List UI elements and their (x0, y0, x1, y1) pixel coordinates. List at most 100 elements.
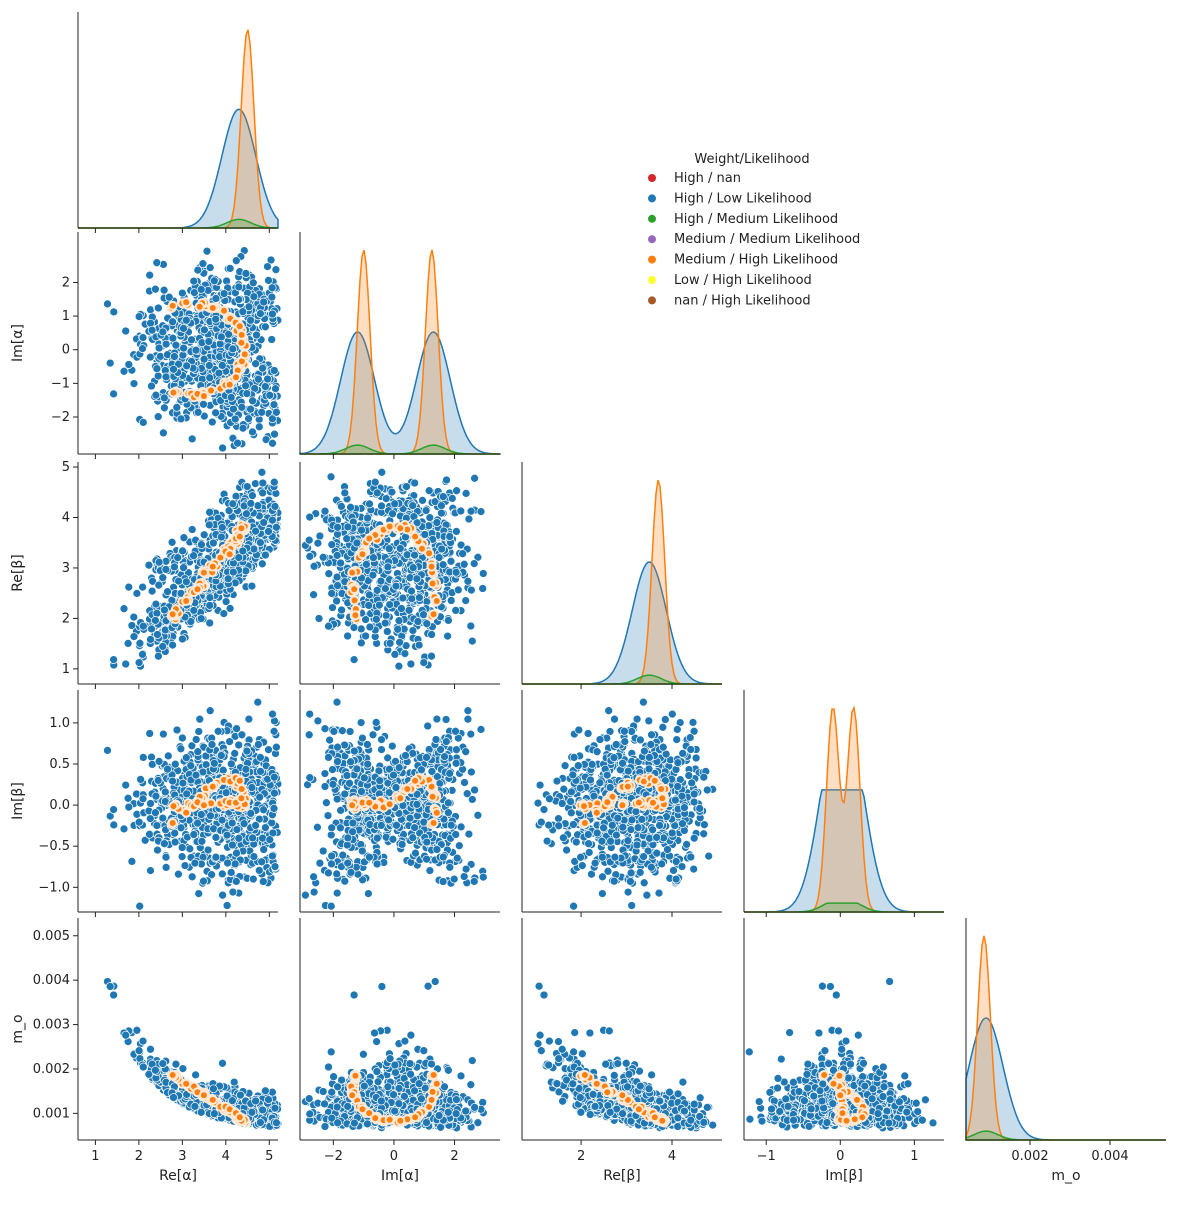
point-blue (394, 763, 404, 772)
point-blue (390, 650, 400, 659)
point-blue (179, 533, 189, 543)
point-blue (327, 823, 337, 833)
point-blue (267, 335, 277, 344)
point-blue (309, 561, 319, 571)
point-orange (168, 801, 179, 812)
point-orange (236, 784, 247, 794)
point-blue (189, 551, 198, 561)
point-blue (200, 325, 209, 335)
point-blue (464, 829, 474, 839)
point-blue (257, 467, 267, 477)
point-blue (181, 577, 191, 587)
point-blue (326, 472, 336, 482)
point-blue (225, 604, 235, 613)
point-blue (385, 600, 395, 609)
point-blue (418, 496, 427, 505)
point-blue (199, 530, 209, 540)
point-blue (167, 537, 177, 547)
point-blue (343, 833, 353, 843)
point-blue (370, 477, 380, 487)
point-blue (159, 393, 169, 403)
point-blue (248, 278, 258, 288)
point-blue (384, 815, 393, 825)
y-tick-label: −2 (51, 410, 70, 425)
point-blue (444, 808, 453, 818)
point-blue (181, 315, 191, 325)
point-blue (172, 725, 182, 735)
point-blue (158, 813, 168, 823)
point-blue (325, 735, 334, 745)
y-tick-label: 1.0 (49, 716, 70, 731)
point-blue (138, 582, 147, 592)
point-orange (194, 301, 205, 312)
point-blue (328, 779, 338, 789)
point-blue (453, 585, 463, 595)
point-blue (458, 549, 467, 559)
point-blue (451, 567, 461, 577)
point-blue (356, 624, 366, 634)
point-blue (336, 558, 345, 568)
point-blue (345, 727, 355, 736)
point-blue (256, 767, 265, 776)
point-blue (238, 423, 248, 433)
point-blue (171, 340, 181, 350)
point-blue (380, 618, 390, 628)
point-blue (159, 729, 168, 739)
point-blue (204, 520, 214, 530)
point-blue (196, 285, 206, 294)
point-blue (205, 601, 215, 610)
point-blue (383, 562, 393, 572)
point-blue (124, 360, 134, 369)
point-blue (226, 393, 236, 402)
point-blue (198, 259, 208, 269)
point-blue (441, 737, 451, 746)
point-blue (269, 726, 279, 736)
point-blue (323, 811, 333, 820)
point-blue (209, 758, 219, 768)
y-tick-label: 3 (62, 561, 70, 576)
point-orange (198, 567, 209, 578)
point-blue (151, 390, 161, 400)
point-blue (371, 718, 381, 727)
point-blue (109, 389, 118, 399)
point-blue (456, 822, 466, 832)
point-orange (198, 800, 209, 811)
point-blue (178, 546, 187, 556)
point-blue (446, 820, 456, 830)
point-blue (348, 818, 358, 828)
point-blue (400, 649, 410, 658)
y-tick-label: 4 (62, 511, 70, 526)
point-blue (219, 289, 229, 298)
point-blue (466, 506, 476, 516)
point-orange (231, 372, 241, 383)
point-blue (269, 477, 279, 487)
point-blue (159, 428, 168, 438)
point-blue (246, 499, 256, 508)
point-blue (161, 863, 171, 872)
point-blue (205, 263, 215, 272)
point-blue (461, 489, 471, 498)
point-blue (412, 574, 422, 584)
point-blue (153, 371, 163, 381)
y-tick-label: 2 (62, 611, 70, 626)
point-blue (257, 857, 267, 867)
point-blue (190, 858, 200, 868)
point-blue (237, 402, 247, 412)
point-blue (193, 747, 203, 757)
point-blue (372, 833, 382, 843)
point-blue (434, 553, 444, 562)
point-blue (422, 837, 432, 847)
point-blue (178, 733, 187, 743)
point-blue (234, 553, 244, 562)
point-blue (246, 809, 256, 818)
point-orange (207, 781, 218, 792)
point-blue (395, 637, 404, 647)
point-blue (168, 317, 177, 327)
point-blue (469, 559, 479, 568)
point-blue (172, 403, 182, 412)
point-blue (332, 869, 342, 879)
point-blue (336, 823, 345, 833)
point-blue (356, 638, 366, 648)
point-blue (181, 753, 191, 763)
point-blue (357, 846, 367, 856)
